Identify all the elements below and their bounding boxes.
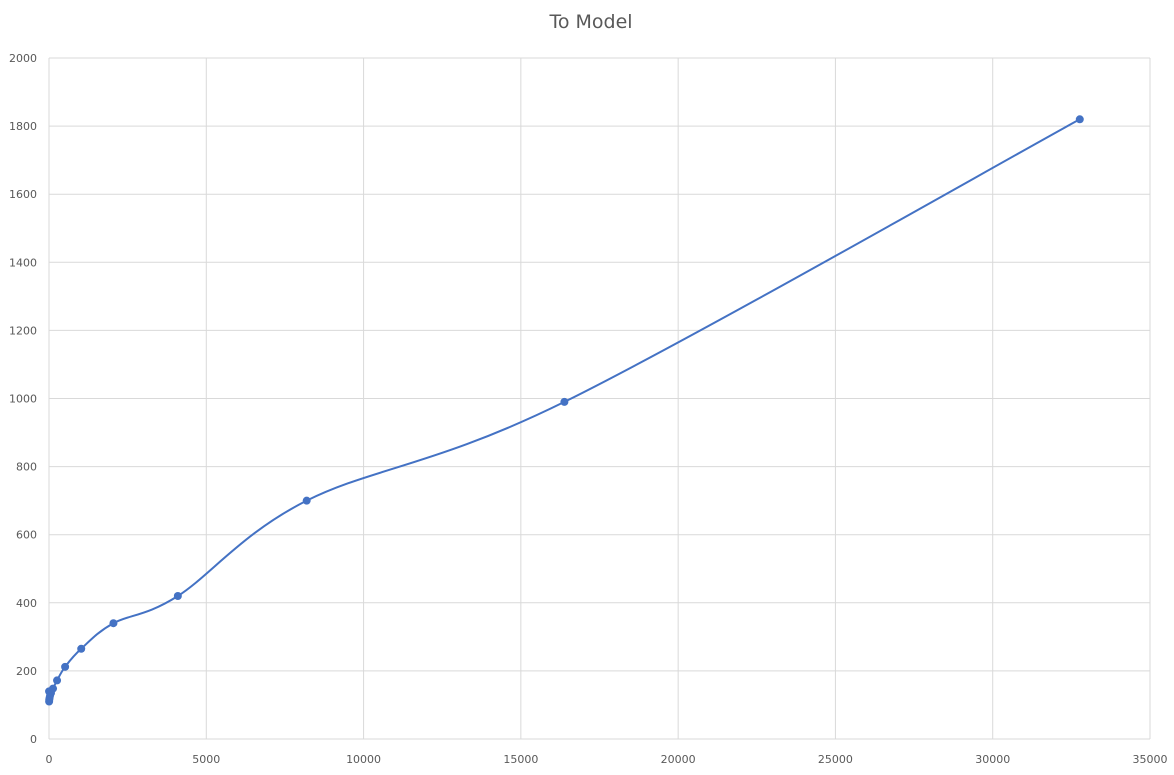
data-point xyxy=(77,644,86,653)
y-tick-label: 1600 xyxy=(9,188,37,201)
y-tick-label: 1200 xyxy=(9,324,37,337)
data-point xyxy=(61,662,70,671)
data-point xyxy=(1075,115,1084,124)
y-tick-label: 0 xyxy=(30,733,37,746)
gridlines xyxy=(48,57,1151,740)
data-point xyxy=(173,591,182,600)
data-point xyxy=(49,684,58,693)
y-tick-label: 1800 xyxy=(9,120,37,133)
x-tick-label: 20000 xyxy=(661,753,696,766)
y-tick-label: 800 xyxy=(16,461,37,474)
x-tick-label: 0 xyxy=(46,753,53,766)
y-tick-label: 600 xyxy=(16,529,37,542)
y-tick-label: 200 xyxy=(16,665,37,678)
x-tick-label: 5000 xyxy=(192,753,220,766)
y-tick-label: 1000 xyxy=(9,393,37,406)
x-tick-label: 25000 xyxy=(818,753,853,766)
y-axis-ticks: 0 200 400 600 800 1000 1200 1400 1600 1800 2000 xyxy=(9,52,37,746)
x-tick-label: 35000 xyxy=(1133,753,1168,766)
y-tick-label: 400 xyxy=(16,597,37,610)
y-tick-label: 2000 xyxy=(9,52,37,65)
y-tick-label: 1400 xyxy=(9,256,37,269)
series-points xyxy=(45,115,1084,706)
x-tick-label: 15000 xyxy=(503,753,538,766)
data-point xyxy=(109,619,118,628)
chart-title: To Model xyxy=(549,11,633,33)
data-point xyxy=(560,397,569,406)
x-tick-label: 30000 xyxy=(975,753,1010,766)
series-line xyxy=(48,118,1081,703)
data-point xyxy=(302,496,311,505)
data-point xyxy=(53,676,62,685)
x-axis-ticks: 0 5000 10000 15000 20000 25000 30000 35000 xyxy=(46,753,1168,766)
x-tick-label: 10000 xyxy=(346,753,381,766)
